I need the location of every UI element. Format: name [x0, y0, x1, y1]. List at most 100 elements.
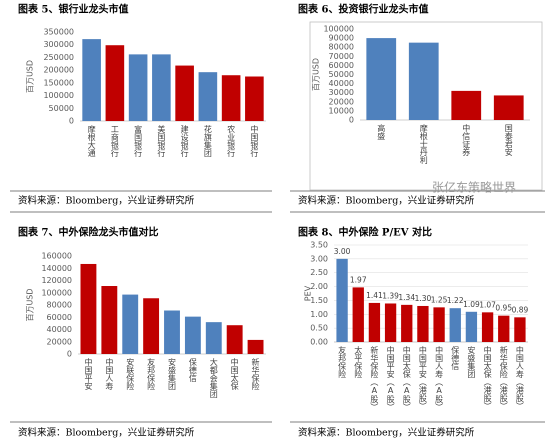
bar — [122, 294, 139, 354]
y-tick-label: 2.00 — [310, 282, 328, 291]
x-tick-label: 中国太保 — [230, 357, 239, 391]
y-tick-label: 1.50 — [310, 296, 328, 305]
y-tick-label: 250000 — [43, 53, 74, 62]
x-tick-label: 建设银行 — [180, 124, 189, 158]
y-tick-label: 100000 — [43, 91, 74, 100]
x-tick-label: 大都会集团 — [209, 357, 218, 399]
x-tick-label: 安盛集团 — [168, 357, 177, 391]
y-tick-label: 20000 — [329, 97, 354, 106]
x-tick-label: 美国银行 — [157, 124, 166, 158]
y-tick-label: 140000 — [41, 264, 72, 273]
chart-title: 图表 8、中外保险 P/EV 对比 — [298, 226, 432, 239]
bar — [198, 72, 218, 121]
bar — [384, 303, 397, 342]
y-tick-label: 0.00 — [310, 338, 328, 347]
bar — [101, 286, 118, 354]
bar — [352, 287, 364, 342]
y-axis-label: 百万USD — [312, 58, 321, 91]
bar — [221, 75, 241, 121]
x-tick-label: 农业银行 — [227, 124, 236, 158]
bar — [401, 304, 413, 342]
y-tick-label: 300000 — [43, 40, 74, 49]
bar — [175, 65, 194, 121]
y-tick-label: 50000 — [329, 70, 354, 79]
value-label: 1.07 — [479, 300, 496, 309]
bar — [152, 54, 171, 121]
bar — [184, 316, 201, 354]
y-tick-label: 80000 — [47, 301, 72, 310]
y-tick-label: 60000 — [47, 313, 72, 322]
y-tick-label: 30000 — [329, 88, 354, 97]
bar — [226, 325, 243, 354]
value-label: 1.22 — [447, 296, 464, 305]
source-note: 资料来源：Bloomberg，兴业证券研究所 — [298, 427, 475, 439]
bar — [366, 38, 397, 120]
value-label: 1.39 — [382, 291, 399, 300]
x-tick-label: 中国平安 — [84, 357, 93, 391]
bar — [433, 307, 445, 342]
value-label: 1.34 — [398, 293, 415, 302]
x-tick-label: 新华保险 — [251, 357, 260, 391]
chart-frame — [309, 21, 543, 191]
value-label: 1.25 — [431, 295, 448, 304]
y-tick-label: 0 — [69, 117, 74, 126]
x-tick-label: 安盛集团 — [467, 345, 476, 379]
x-tick-label: 友邦保险 — [338, 345, 347, 379]
bar — [245, 76, 264, 121]
x-tick-label: 中信证券 — [462, 123, 471, 157]
x-tick-label: 友邦保险 — [147, 357, 156, 391]
bar — [164, 310, 180, 354]
value-label: 1.41 — [366, 291, 383, 300]
bar — [80, 263, 97, 354]
y-tick-label: 90000 — [329, 34, 354, 43]
chart-title: 图表 6、投资银行业龙头市值 — [298, 3, 428, 16]
bar — [336, 258, 348, 342]
x-tick-label: 安联保险 — [126, 357, 135, 391]
y-tick-label: 10000 — [329, 106, 354, 115]
bar — [247, 339, 264, 354]
source-note: 资料来源：Bloomberg，兴业证券研究所 — [18, 195, 195, 207]
y-tick-label: 80000 — [329, 43, 354, 52]
y-tick-label: 1.00 — [310, 310, 328, 319]
y-axis-label: 百万USD — [26, 60, 35, 93]
bar — [82, 39, 101, 122]
source-note: 资料来源：Bloomberg，兴业证券研究所 — [298, 195, 475, 207]
y-tick-label: 50000 — [49, 104, 74, 113]
x-tick-label: 新华保险（港股） — [499, 345, 508, 410]
bar — [128, 54, 148, 121]
x-tick-label: 中国太保（港股） — [483, 345, 492, 410]
y-tick-label: 150000 — [43, 78, 74, 87]
value-label: 0.95 — [495, 304, 512, 313]
y-tick-label: 200000 — [43, 66, 74, 75]
x-tick-label: 保德信 — [188, 357, 197, 383]
bar — [143, 298, 160, 354]
watermark: 张亿东策略世界 — [432, 180, 516, 195]
x-tick-label: 工商银行 — [110, 125, 119, 158]
y-tick-label: 0.50 — [310, 324, 328, 333]
bar — [205, 322, 222, 354]
y-tick-label: 3.00 — [310, 254, 328, 263]
x-tick-label: 摩根士丹利 — [419, 123, 428, 164]
x-tick-label: 中国人寿 — [105, 357, 114, 390]
x-tick-label: 高盛 — [377, 123, 386, 140]
bar — [493, 95, 524, 120]
y-tick-label: 40000 — [47, 325, 72, 334]
y-tick-label: 60000 — [329, 61, 354, 70]
x-tick-label: 中国平安（A股） — [386, 345, 395, 411]
bar — [368, 302, 381, 342]
x-tick-label: 保德信 — [451, 345, 460, 371]
value-label: 1.09 — [463, 300, 480, 309]
value-label: 0.89 — [512, 305, 529, 314]
y-tick-label: 100000 — [41, 288, 72, 297]
x-tick-label: 太平保险 — [354, 345, 363, 379]
bar — [514, 317, 526, 342]
y-tick-label: 20000 — [47, 337, 72, 346]
y-tick-label: 40000 — [329, 79, 354, 88]
bar — [465, 311, 478, 342]
value-label: 1.97 — [350, 275, 367, 284]
x-tick-label: 国泰君安 — [504, 124, 513, 157]
x-tick-label: 摩根大通 — [87, 124, 96, 158]
bar — [449, 308, 461, 342]
x-tick-label: 中国人寿（港股） — [515, 345, 524, 410]
